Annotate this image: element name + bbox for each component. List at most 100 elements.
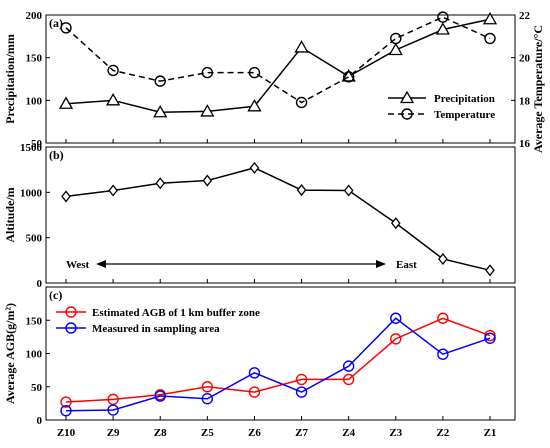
data-point bbox=[296, 184, 307, 197]
series-line bbox=[65, 317, 491, 412]
east-label: East bbox=[396, 259, 417, 271]
data-point bbox=[390, 217, 401, 230]
series-0 bbox=[61, 161, 495, 277]
data-point bbox=[482, 11, 498, 25]
panel-2: 0 50 100 150 Average AGB(g/m²) (c) Estimated A… bbox=[3, 286, 516, 439]
data-point bbox=[155, 177, 166, 190]
y-axis-label: Altitude/m bbox=[3, 187, 17, 242]
y-tick-label: 1000 bbox=[20, 187, 43, 199]
series-1 bbox=[60, 312, 496, 417]
series-1 bbox=[60, 11, 496, 109]
data-point bbox=[201, 66, 214, 79]
data-point bbox=[201, 381, 214, 393]
panel-label: (b) bbox=[49, 148, 64, 162]
data-point bbox=[201, 393, 214, 405]
data-point bbox=[435, 22, 451, 35]
data-point bbox=[249, 161, 260, 174]
data-point bbox=[342, 71, 355, 83]
data-point bbox=[390, 32, 402, 45]
x-tick-label: Z6 bbox=[248, 427, 261, 439]
y-tick-label: 1500 bbox=[20, 142, 43, 154]
data-point bbox=[294, 40, 309, 53]
data-point bbox=[248, 367, 261, 379]
x-tick-label: Z7 bbox=[295, 427, 308, 439]
y-tick-label: 500 bbox=[26, 233, 43, 245]
x-tick-label: Z8 bbox=[154, 427, 167, 439]
series-0 bbox=[60, 312, 496, 408]
y-axis-label: Precipitation/mm bbox=[3, 34, 17, 124]
legend: Estimated AGB of 1 km buffer zone Measure… bbox=[56, 306, 260, 335]
data-point bbox=[154, 390, 166, 402]
plot-frame bbox=[45, 146, 516, 284]
data-point bbox=[484, 332, 496, 344]
west-label: West bbox=[66, 259, 90, 271]
data-point bbox=[105, 93, 121, 106]
x-tick-label: Z2 bbox=[436, 427, 449, 439]
x-tick-label: Z3 bbox=[389, 427, 402, 439]
y2-tick-label: 16 bbox=[519, 138, 531, 150]
data-point bbox=[60, 404, 72, 417]
data-point bbox=[343, 184, 354, 197]
legend-label: Measured in sampling area bbox=[92, 323, 220, 335]
data-point bbox=[108, 184, 118, 197]
legend-label: Temperature bbox=[434, 109, 495, 121]
x-tick-label: Z9 bbox=[107, 427, 120, 439]
data-point bbox=[153, 104, 168, 118]
y-axis-label: Average AGB(g/m²) bbox=[3, 303, 17, 404]
data-point bbox=[388, 42, 403, 56]
y-tick-label: 0 bbox=[37, 278, 43, 290]
data-point bbox=[390, 312, 402, 324]
data-point bbox=[437, 348, 449, 360]
data-point bbox=[295, 373, 308, 386]
series-0 bbox=[58, 11, 498, 118]
legend-label: Precipitation bbox=[434, 93, 495, 105]
y-tick-label: 50 bbox=[31, 138, 43, 150]
data-point bbox=[154, 75, 166, 87]
legend-marker bbox=[65, 322, 77, 334]
y2-tick-label: 18 bbox=[519, 95, 531, 107]
plot-frame bbox=[45, 14, 516, 144]
data-point bbox=[485, 264, 495, 277]
y-tick-label: 150 bbox=[26, 315, 43, 327]
y2-tick-label: 20 bbox=[519, 53, 531, 65]
series-line bbox=[65, 167, 491, 272]
x-tick-label: Z1 bbox=[484, 427, 497, 439]
series-line bbox=[65, 18, 491, 114]
data-point bbox=[247, 98, 262, 112]
data-point bbox=[390, 333, 402, 345]
x-tick-label: Z5 bbox=[201, 427, 214, 439]
arrow-head-right bbox=[376, 260, 386, 268]
data-point bbox=[60, 22, 72, 34]
y2-axis-label: Average Temperature/°C bbox=[531, 25, 545, 153]
y-tick-label: 0 bbox=[37, 415, 43, 427]
series-line bbox=[65, 317, 491, 403]
data-point bbox=[295, 96, 308, 109]
y-tick-label: 200 bbox=[26, 10, 43, 22]
panel-1: 0 500 1000 1500 Altitude/m (b) West East bbox=[3, 142, 516, 290]
x-tick-label: Z4 bbox=[342, 427, 355, 439]
y2-tick-label: 22 bbox=[519, 10, 531, 22]
legend: Precipitation Temperature bbox=[388, 90, 495, 121]
data-point bbox=[200, 104, 215, 117]
y-tick-label: 50 bbox=[31, 382, 43, 394]
arrow-head-left bbox=[96, 260, 106, 268]
data-point bbox=[58, 96, 74, 109]
x-tick-label: Z10 bbox=[57, 427, 76, 439]
y-tick-label: 150 bbox=[26, 53, 43, 65]
data-point bbox=[437, 312, 449, 324]
panel-label: (a) bbox=[49, 16, 63, 30]
data-point bbox=[61, 190, 71, 203]
data-point bbox=[484, 32, 496, 45]
data-point bbox=[248, 66, 261, 79]
series-line bbox=[65, 16, 491, 104]
data-point bbox=[248, 386, 261, 398]
data-point bbox=[437, 11, 449, 23]
data-point bbox=[202, 174, 213, 187]
data-point bbox=[60, 396, 72, 408]
y-tick-label: 100 bbox=[26, 349, 43, 361]
legend-marker bbox=[65, 306, 77, 318]
data-point bbox=[342, 360, 355, 372]
data-point bbox=[438, 252, 448, 266]
